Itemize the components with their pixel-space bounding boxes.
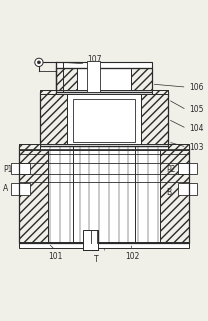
Circle shape (37, 61, 40, 64)
Text: T: T (94, 255, 99, 264)
Bar (19, 242, 189, 248)
Text: P2: P2 (166, 165, 175, 174)
Bar (19, 144, 189, 150)
Bar (160, 146, 189, 243)
Text: 101: 101 (48, 252, 63, 261)
Bar (40, 90, 168, 94)
Bar (19, 146, 48, 243)
Bar (11, 162, 30, 174)
Bar (48, 146, 160, 243)
Bar (57, 67, 151, 92)
Bar (57, 67, 77, 92)
Text: 102: 102 (125, 252, 139, 261)
Text: A: A (3, 184, 8, 193)
Circle shape (35, 58, 43, 66)
Text: 104: 104 (189, 124, 203, 133)
Bar (151, 90, 168, 94)
Bar (73, 99, 135, 142)
Bar (178, 162, 197, 174)
Text: 105: 105 (189, 105, 203, 114)
Text: 107: 107 (88, 56, 102, 65)
Text: B: B (166, 188, 171, 197)
Bar (168, 144, 189, 150)
Bar (77, 67, 131, 92)
Bar (141, 92, 168, 146)
Bar (83, 230, 98, 250)
Bar (11, 183, 30, 195)
Bar (88, 61, 100, 92)
Bar (57, 62, 151, 67)
Text: 103: 103 (189, 143, 203, 152)
Text: 106: 106 (189, 82, 203, 92)
Text: P1: P1 (3, 165, 12, 174)
Bar (40, 90, 57, 94)
Bar (178, 183, 197, 195)
Bar (40, 92, 67, 146)
Bar (40, 92, 168, 146)
Bar (19, 146, 189, 243)
Bar (19, 144, 40, 150)
Bar (67, 92, 141, 146)
Bar (131, 67, 151, 92)
